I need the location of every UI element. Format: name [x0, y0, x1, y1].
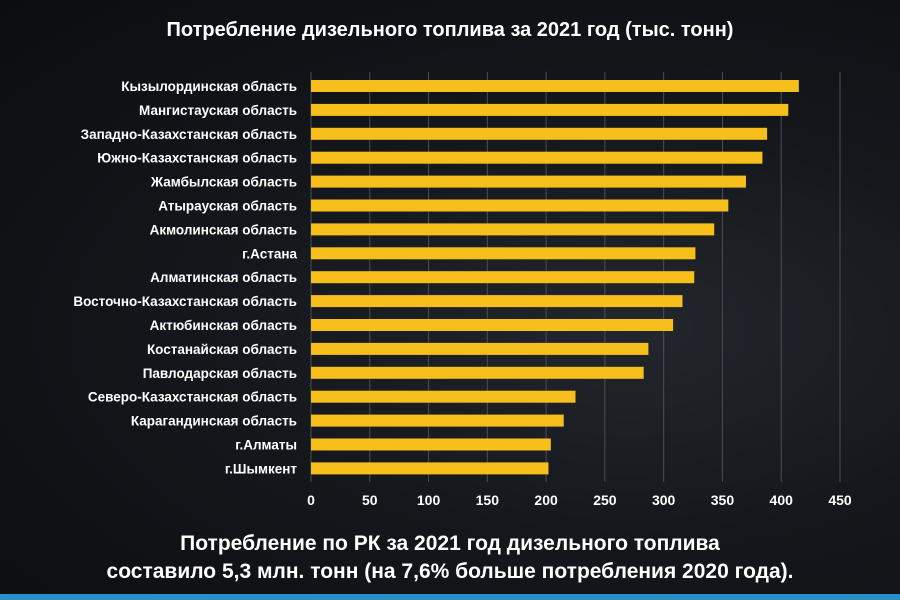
category-label: Кызылординская область — [121, 79, 297, 94]
bar — [311, 80, 799, 92]
x-tick-label: 400 — [770, 492, 794, 508]
summary-line-1: Потребление по РК за 2021 год дизельного… — [180, 532, 720, 555]
bar — [311, 319, 674, 331]
category-label: Восточно-Казахстанская область — [73, 294, 297, 309]
summary-text: Потребление по РК за 2021 год дизельного… — [0, 530, 900, 586]
x-tick-label: 250 — [593, 492, 617, 508]
category-label: Алматинская область — [150, 270, 297, 285]
x-tick-label: 300 — [652, 492, 676, 508]
category-label: Акмолинская область — [150, 222, 297, 237]
bar — [311, 462, 549, 475]
x-tick-label: 200 — [534, 492, 558, 508]
bar — [311, 342, 649, 355]
bar — [311, 223, 715, 236]
x-tick-label: 100 — [417, 492, 441, 508]
bar — [311, 151, 763, 164]
chart-title: Потребление дизельного топлива за 2021 г… — [166, 19, 734, 41]
x-tick-label: 350 — [711, 492, 735, 508]
x-tick-label: 150 — [476, 492, 500, 508]
category-label: г.Шымкент — [225, 461, 298, 476]
x-tick-label: 450 — [828, 492, 852, 508]
category-label: Мангистауская область — [139, 103, 297, 118]
category-label: Северо-Казахстанская область — [88, 390, 297, 405]
bar — [311, 271, 695, 284]
category-label: Южно-Казахстанская область — [97, 151, 297, 166]
category-label: Карагандинская область — [131, 414, 297, 429]
category-label: Жамбылская область — [150, 175, 297, 190]
category-label: Павлодарская область — [143, 366, 297, 381]
bar — [311, 414, 564, 427]
category-label: Западно-Казахстанская область — [81, 127, 297, 142]
category-label: Атырауская область — [158, 199, 297, 214]
x-tick-label: 0 — [307, 492, 315, 508]
bar — [311, 103, 789, 116]
category-label: Актюбинская область — [150, 318, 297, 333]
bar — [311, 295, 683, 308]
category-label: г.Астана — [242, 246, 297, 261]
summary-line-2: составило 5,3 млн. тонн (на 7,6% больше … — [106, 560, 794, 583]
bar — [311, 127, 768, 140]
bar — [311, 390, 576, 403]
bar — [311, 199, 729, 212]
bar — [311, 247, 696, 260]
category-label: г.Алматы — [235, 438, 297, 453]
bar — [311, 175, 746, 188]
category-label: Костанайская область — [147, 342, 297, 357]
bar — [311, 366, 644, 379]
bottom-strip — [0, 594, 900, 600]
bar — [311, 438, 551, 451]
x-tick-label: 50 — [362, 492, 378, 508]
